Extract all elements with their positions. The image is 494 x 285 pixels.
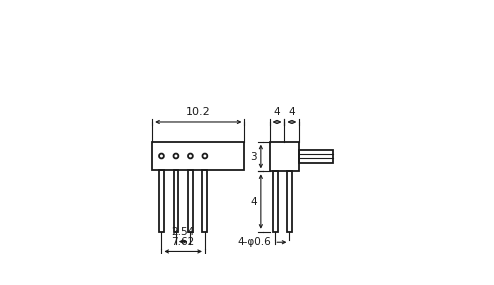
Bar [159,170,164,232]
Text: 4: 4 [288,107,295,117]
Text: 4: 4 [250,197,257,207]
Text: 3: 3 [250,152,257,162]
Bar [273,171,278,232]
Text: 10.2: 10.2 [186,107,210,117]
Text: 4: 4 [274,107,281,117]
Text: 7.62: 7.62 [171,237,195,247]
Bar [203,170,207,232]
Bar [173,170,178,232]
Bar [188,170,193,232]
Bar [152,142,245,170]
Text: 2.54: 2.54 [171,227,195,237]
Bar [270,142,299,171]
Bar [299,150,333,162]
Bar [287,171,291,232]
Text: 4-φ0.6: 4-φ0.6 [237,237,271,247]
